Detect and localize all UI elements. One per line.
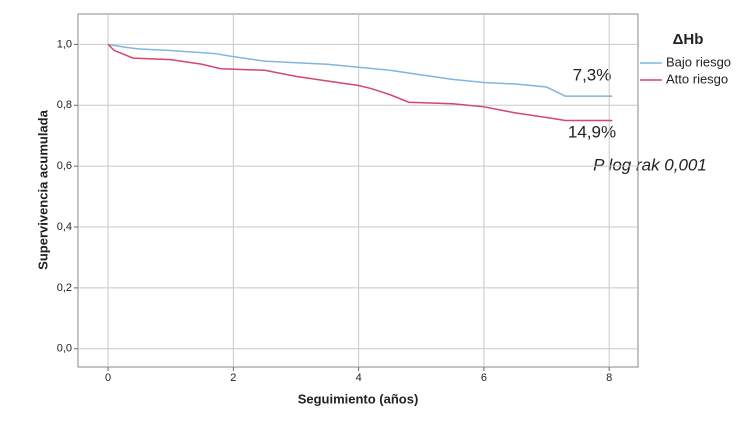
legend-label: Bajo riesgo — [666, 54, 731, 69]
annotation: P log rak 0,001 — [593, 155, 707, 174]
x-tick-label: 2 — [230, 372, 236, 384]
annotation: 7,3% — [573, 65, 612, 84]
x-tick-label: 6 — [481, 372, 487, 384]
y-tick-label: 0,0 — [57, 343, 72, 355]
y-tick-label: 0,6 — [57, 160, 72, 172]
y-tick-label: 0,4 — [57, 221, 72, 233]
plot-frame — [77, 13, 639, 368]
x-tick-label: 8 — [606, 372, 612, 384]
y-axis-label: Supervivencia acumulada — [35, 109, 50, 269]
legend-title: ΔHb — [673, 31, 704, 48]
annotation: 14,9% — [568, 122, 616, 141]
y-tick-label: 0,2 — [57, 282, 72, 294]
y-tick-label: 0,8 — [57, 99, 72, 111]
x-tick-label: 4 — [356, 372, 362, 384]
x-tick-label: 0 — [105, 372, 111, 384]
survival-line — [107, 43, 613, 97]
x-axis-label: Seguimiento (años) — [298, 391, 419, 406]
legend-label: Atto riesgo — [666, 71, 728, 86]
survival-line — [107, 43, 613, 122]
y-tick-label: 1,0 — [57, 38, 72, 50]
